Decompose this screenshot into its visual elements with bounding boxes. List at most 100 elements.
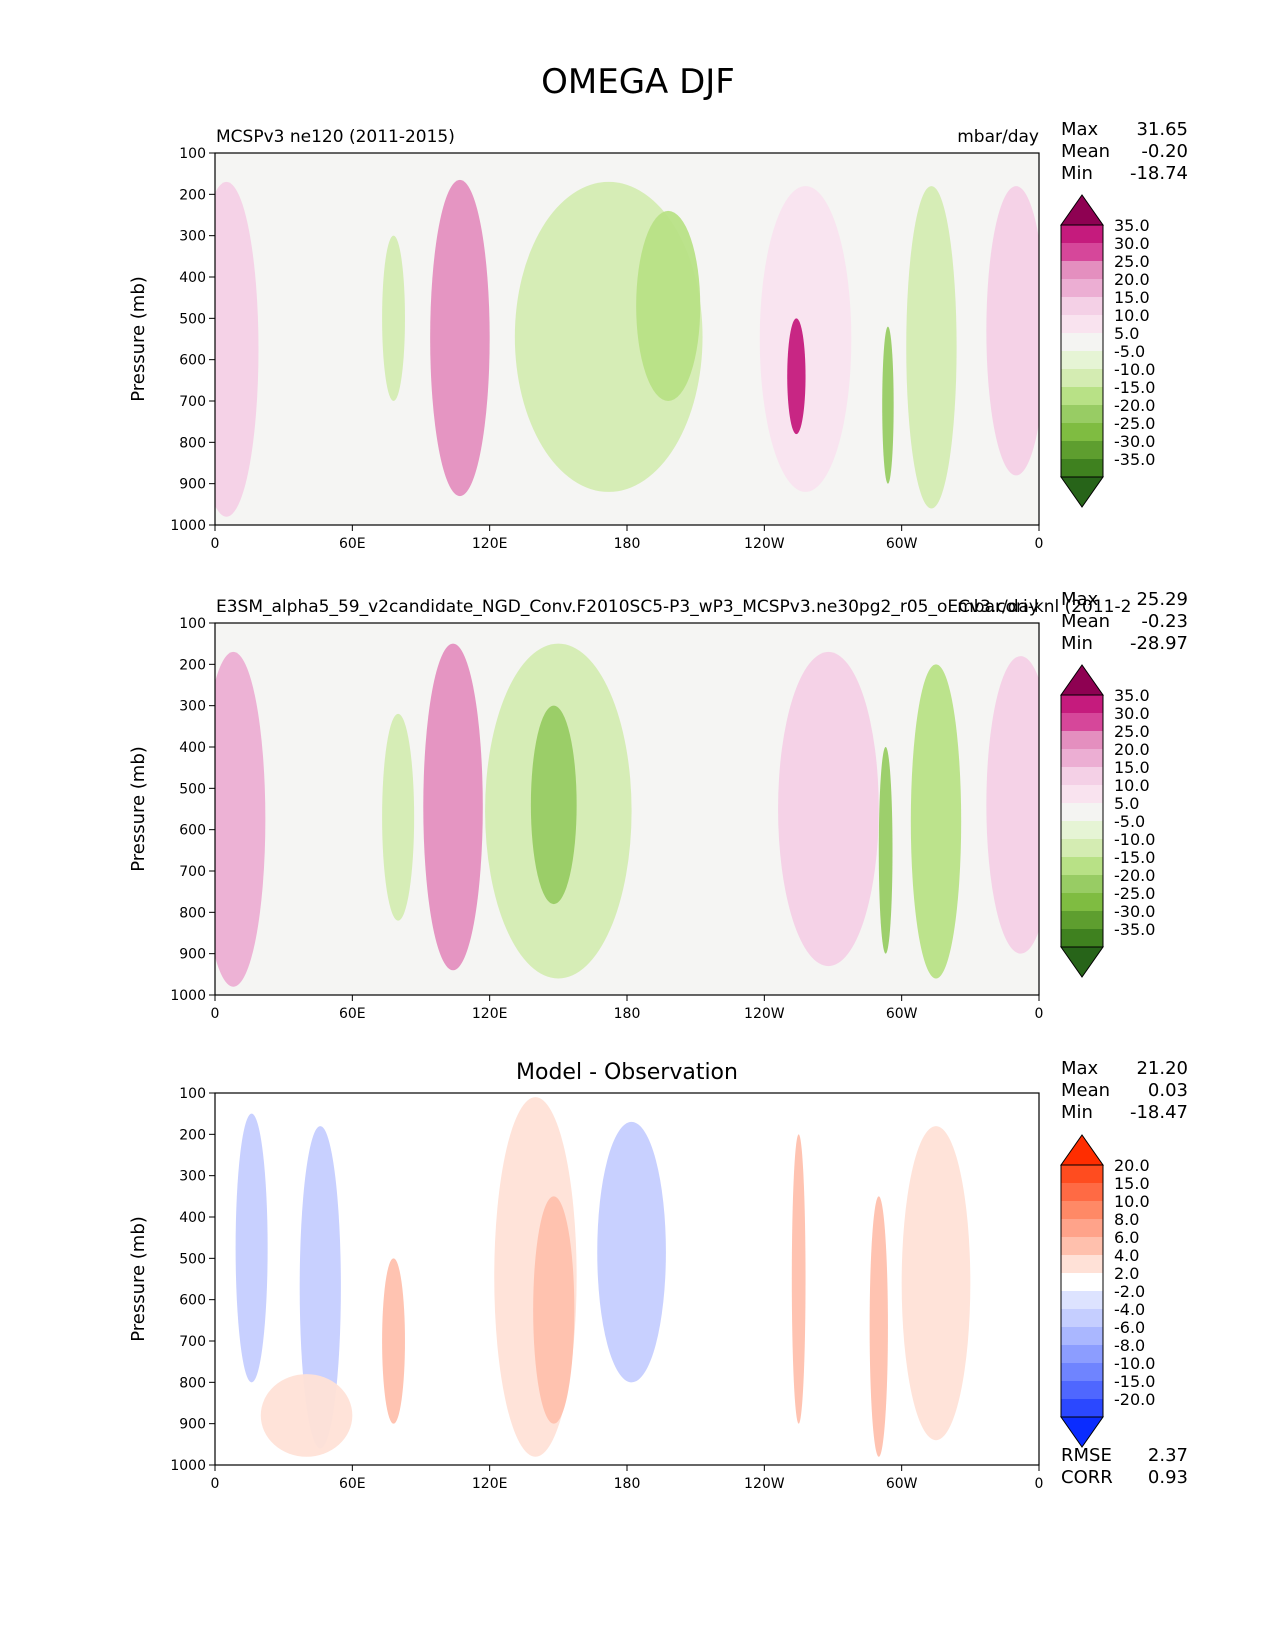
panel-1-plot-area (215, 153, 1039, 525)
panel-3-y-tick-label-3: 300 (179, 1169, 206, 1185)
panel-3-feature-6 (791, 1134, 806, 1424)
panel-1-x-tick-label-7: 0 (1035, 536, 1044, 552)
panel-1-x-tick-label-1: 0 (211, 536, 220, 552)
panel-3-y-label: Pressure (mb) (128, 1216, 149, 1342)
panel-3-colorbar-label-14: -20.0 (1114, 1390, 1155, 1409)
panel-3-colorbar-segment-13 (1061, 1381, 1103, 1399)
panel-3-stat-label-max: Max (1061, 1058, 1099, 1079)
panel-1-colorbar-cap-top (1060, 194, 1104, 226)
panel-2-x-axis: 0 60E 120E 180 120W 60W 0 (211, 995, 1043, 1022)
panel-2-colorbar-cap-top (1060, 664, 1104, 696)
panel-3-corr-value: 0.93 (1148, 1467, 1188, 1488)
panel-1-y-tick-label-5: 500 (179, 311, 206, 327)
panel-2-y-tick-label-5: 500 (179, 781, 206, 797)
panel-3-colorbar-segment-11 (1061, 1345, 1103, 1363)
panel-2-y-tick-label-4: 400 (179, 740, 206, 756)
panel-2-colorbar-label-13: -30.0 (1114, 902, 1155, 921)
panel-3-colorbar-segment-12 (1061, 1363, 1103, 1381)
panel-1-colorbar-label-3: 25.0 (1114, 252, 1150, 271)
panel-3-colorbar-segment-4 (1061, 1219, 1103, 1237)
panel-3-colorbar-label-8: -2.0 (1114, 1282, 1145, 1301)
panel-3-rmse-value: 2.37 (1148, 1445, 1188, 1466)
panel-2-stat-value-min: -28.97 (1130, 633, 1188, 654)
panel-3-colorbar-segment-2 (1061, 1183, 1103, 1201)
panel-1-feature-5 (759, 186, 852, 492)
panel-3-y-tick-label-9: 900 (179, 1417, 206, 1433)
panel-2-stat-value-mean: -0.23 (1141, 611, 1188, 632)
panel-2: E3SM_alpha5_59_v2candidate_NGD_Conv.F201… (128, 589, 1188, 1022)
panel-1-y-tick-label-4: 400 (179, 270, 206, 286)
panel-1-colorbar-label-11: -20.0 (1114, 396, 1155, 415)
panel-3-colorbar-label-11: -8.0 (1114, 1336, 1145, 1355)
panel-2-colorbar-segment-11 (1061, 875, 1103, 893)
panel-2-colorbar-segment-1 (1061, 695, 1103, 713)
panel-3-colorbar-segment-6 (1061, 1255, 1103, 1273)
panel-3-stat-label-mean: Mean (1061, 1080, 1110, 1101)
panel-3-colorbar-label-5: 6.0 (1114, 1228, 1139, 1247)
panel-3-stat-value-max: 21.20 (1136, 1058, 1188, 1079)
panel-2-feature-1 (215, 651, 266, 987)
panel-2-y-tick-label-1: 100 (179, 616, 206, 632)
panel-2-stat-label-max: Max (1061, 589, 1099, 610)
panel-3-colorbar-label-7: 2.0 (1114, 1264, 1139, 1283)
panel-2-y-label: Pressure (mb) (128, 746, 149, 872)
panel-1-stat-label-min: Min (1061, 163, 1093, 184)
panel-2-colorbar-segment-10 (1061, 857, 1103, 875)
panel-1-y-tick-label-3: 300 (179, 229, 206, 245)
panel-1-x-tick-label-2: 60E (339, 536, 366, 552)
panel-2-y-tick-label-6: 600 (179, 823, 206, 839)
panel-2-colorbar-label-6: 10.0 (1114, 776, 1150, 795)
panel-1-feature-8 (906, 186, 957, 509)
panel-2-y-tick-label-3: 300 (179, 699, 206, 715)
panel-3-y-tick-label-1: 100 (179, 1086, 206, 1102)
panel-1-feature-4 (636, 210, 701, 401)
panel-3-feature-10 (260, 1374, 353, 1457)
panel-1-colorbar-segment-7 (1061, 333, 1103, 351)
panel-1-colorbar-segment-10 (1061, 387, 1103, 405)
panel-3-colorbar-label-3: 10.0 (1114, 1192, 1150, 1211)
panel-3-y-tick-label-7: 700 (179, 1334, 206, 1350)
panel-3-feature-5 (597, 1121, 666, 1383)
panel-1-colorbar-label-5: 15.0 (1114, 288, 1150, 307)
panel-3-y-tick-label-5: 500 (179, 1251, 206, 1267)
panel-3-corr-label: CORR (1061, 1467, 1113, 1488)
panel-2-x-tick-label-5: 120W (744, 1006, 785, 1022)
panel-1-colorbar-segment-2 (1061, 243, 1103, 261)
panel-1-feature-6 (787, 318, 806, 435)
panel-1-colorbar-label-7: 5.0 (1114, 324, 1139, 343)
panel-3-x-axis: 0 60E 120E 180 120W 60W 0 (211, 1465, 1044, 1492)
panel-3-plot-area (215, 1093, 1039, 1465)
panel-1-y-tick-label-9: 900 (179, 477, 206, 493)
panel-2-colorbar-segment-5 (1061, 767, 1103, 785)
panel-1-colorbar-label-12: -25.0 (1114, 414, 1155, 433)
panel-3-colorbar-segment-1 (1061, 1165, 1103, 1183)
panel-1-stat-value-max: 31.65 (1136, 119, 1188, 140)
panel-1-colorbar-label-8: -5.0 (1114, 342, 1145, 361)
panel-1-x-tick-label-4: 180 (614, 536, 641, 552)
panel-2-colorbar-segment-12 (1061, 893, 1103, 911)
panel-1-colorbar-segment-9 (1061, 369, 1103, 387)
panel-3-colorbar-segment-14 (1061, 1399, 1103, 1417)
panel-2-x-tick-label-2: 60E (339, 1006, 366, 1022)
panel-1-stat-value-mean: -0.20 (1141, 141, 1188, 162)
panel-1-feature-9 (986, 186, 1039, 476)
panel-1-y-tick-label-10: 1000 (170, 518, 206, 534)
panel-3-x-tick-label-3: 120E (472, 1476, 508, 1492)
panel-3-feature-4 (533, 1196, 575, 1424)
panel-2-y-tick-label-10: 1000 (170, 988, 206, 1004)
panel-1-feature-2 (430, 179, 490, 497)
panel-3-colorbar-segment-8 (1061, 1291, 1103, 1309)
panel-2-colorbar-label-3: 25.0 (1114, 722, 1150, 741)
panel-1-colorbar-segment-12 (1061, 423, 1103, 441)
panel-1-colorbar-segment-1 (1061, 225, 1103, 243)
panel-2-colorbar-segment-14 (1061, 929, 1103, 947)
panel-2-units: mbar/day (957, 597, 1039, 617)
panel-3-x-tick-label-7: 0 (1035, 1476, 1044, 1492)
panel-2-colorbar-segment-9 (1061, 839, 1103, 857)
panel-2-colorbar-label-8: -5.0 (1114, 812, 1145, 831)
panel-3-colorbar-segment-9 (1061, 1309, 1103, 1327)
panel-2-colorbar-cap-bottom (1060, 946, 1104, 978)
panel-1-colorbar-segment-14 (1061, 459, 1103, 477)
panel-1-colorbar-label-9: -10.0 (1114, 360, 1155, 379)
panel-2-colorbar-segment-8 (1061, 821, 1103, 839)
